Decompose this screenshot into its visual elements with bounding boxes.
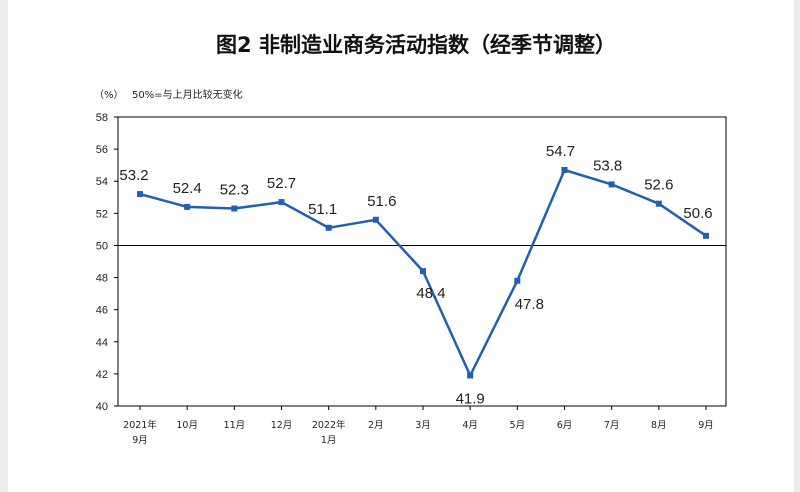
- data-label: 52.6: [644, 177, 673, 194]
- x-tick-label: 5月: [510, 420, 526, 431]
- data-label: 54.7: [546, 143, 575, 160]
- data-label: 52.3: [220, 182, 249, 199]
- y-tick-label: 56: [96, 144, 108, 156]
- x-tick-label: 10月: [176, 420, 198, 431]
- x-tick-label: 12月: [271, 420, 293, 431]
- x-tick-label: 6月: [557, 420, 573, 431]
- y-tick-label: 52: [96, 208, 108, 220]
- data-point: [655, 200, 662, 207]
- data-label: 50.6: [683, 205, 712, 222]
- y-tick-label: 44: [96, 337, 108, 349]
- data-point: [184, 203, 191, 210]
- data-label: 53.2: [119, 167, 148, 184]
- x-tick-label: 2022年: [312, 419, 346, 431]
- data-label: 52.7: [267, 175, 296, 192]
- data-point: [608, 181, 615, 188]
- data-point: [514, 277, 521, 284]
- y-tick-label: 42: [96, 369, 108, 381]
- plot-frame: [117, 116, 727, 407]
- y-axis-unit-label: （%）: [94, 89, 124, 101]
- data-label: 51.1: [308, 201, 337, 218]
- reference-note: 50%=与上月比较无变化: [132, 88, 243, 101]
- x-tick-label: 8月: [651, 420, 667, 431]
- x-tick-label: 1月: [321, 435, 337, 446]
- x-tick-label: 11月: [224, 420, 246, 431]
- data-point: [561, 166, 568, 173]
- data-point: [278, 199, 285, 206]
- y-tick-label: 54: [96, 176, 108, 188]
- data-label: 51.6: [367, 193, 396, 210]
- data-point: [137, 191, 143, 198]
- chart-card: 图2 非制造业商务活动指数（经季节调整） （%） 50%=与上月比较无变化 40…: [8, 0, 794, 492]
- series-layer: 53.2 52.4 52.3 52.7 51.1 51.6 48.4 41.9 47.8 54.7…: [119, 143, 712, 408]
- y-tick-label: 40: [96, 401, 108, 413]
- data-label: 41.9: [456, 390, 485, 407]
- data-label: 53.8: [593, 157, 622, 174]
- axes: 40 42 44 46 48 50 52 54 56 58 2021年 9月 10月 11月 12月 2022…: [96, 112, 727, 446]
- y-tick-label: 48: [96, 273, 108, 285]
- x-tick-label: 4月: [462, 420, 478, 431]
- data-label: 52.4: [173, 180, 202, 197]
- y-tick-label: 58: [96, 112, 108, 124]
- x-tick-label: 7月: [604, 420, 620, 431]
- x-tick-label: 9月: [698, 420, 714, 431]
- data-label: 47.8: [515, 296, 544, 313]
- y-tick-label: 46: [96, 305, 108, 317]
- data-label: 48.4: [416, 285, 445, 302]
- x-tick-label: 2021年: [123, 419, 157, 431]
- data-point: [231, 205, 238, 212]
- chart-title: 图2 非制造业商务活动指数（经季节调整）: [216, 33, 616, 57]
- data-point: [703, 232, 709, 239]
- data-point: [467, 372, 474, 379]
- y-tick-label: 50: [96, 240, 108, 252]
- data-point: [372, 216, 379, 223]
- x-tick-label: 3月: [415, 420, 431, 431]
- x-tick-label: 2月: [368, 420, 384, 431]
- data-point: [420, 268, 426, 275]
- x-tick-label: 9月: [132, 435, 148, 446]
- data-point: [325, 224, 332, 231]
- line-chart: 图2 非制造业商务活动指数（经季节调整） （%） 50%=与上月比较无变化 40…: [94, 33, 727, 446]
